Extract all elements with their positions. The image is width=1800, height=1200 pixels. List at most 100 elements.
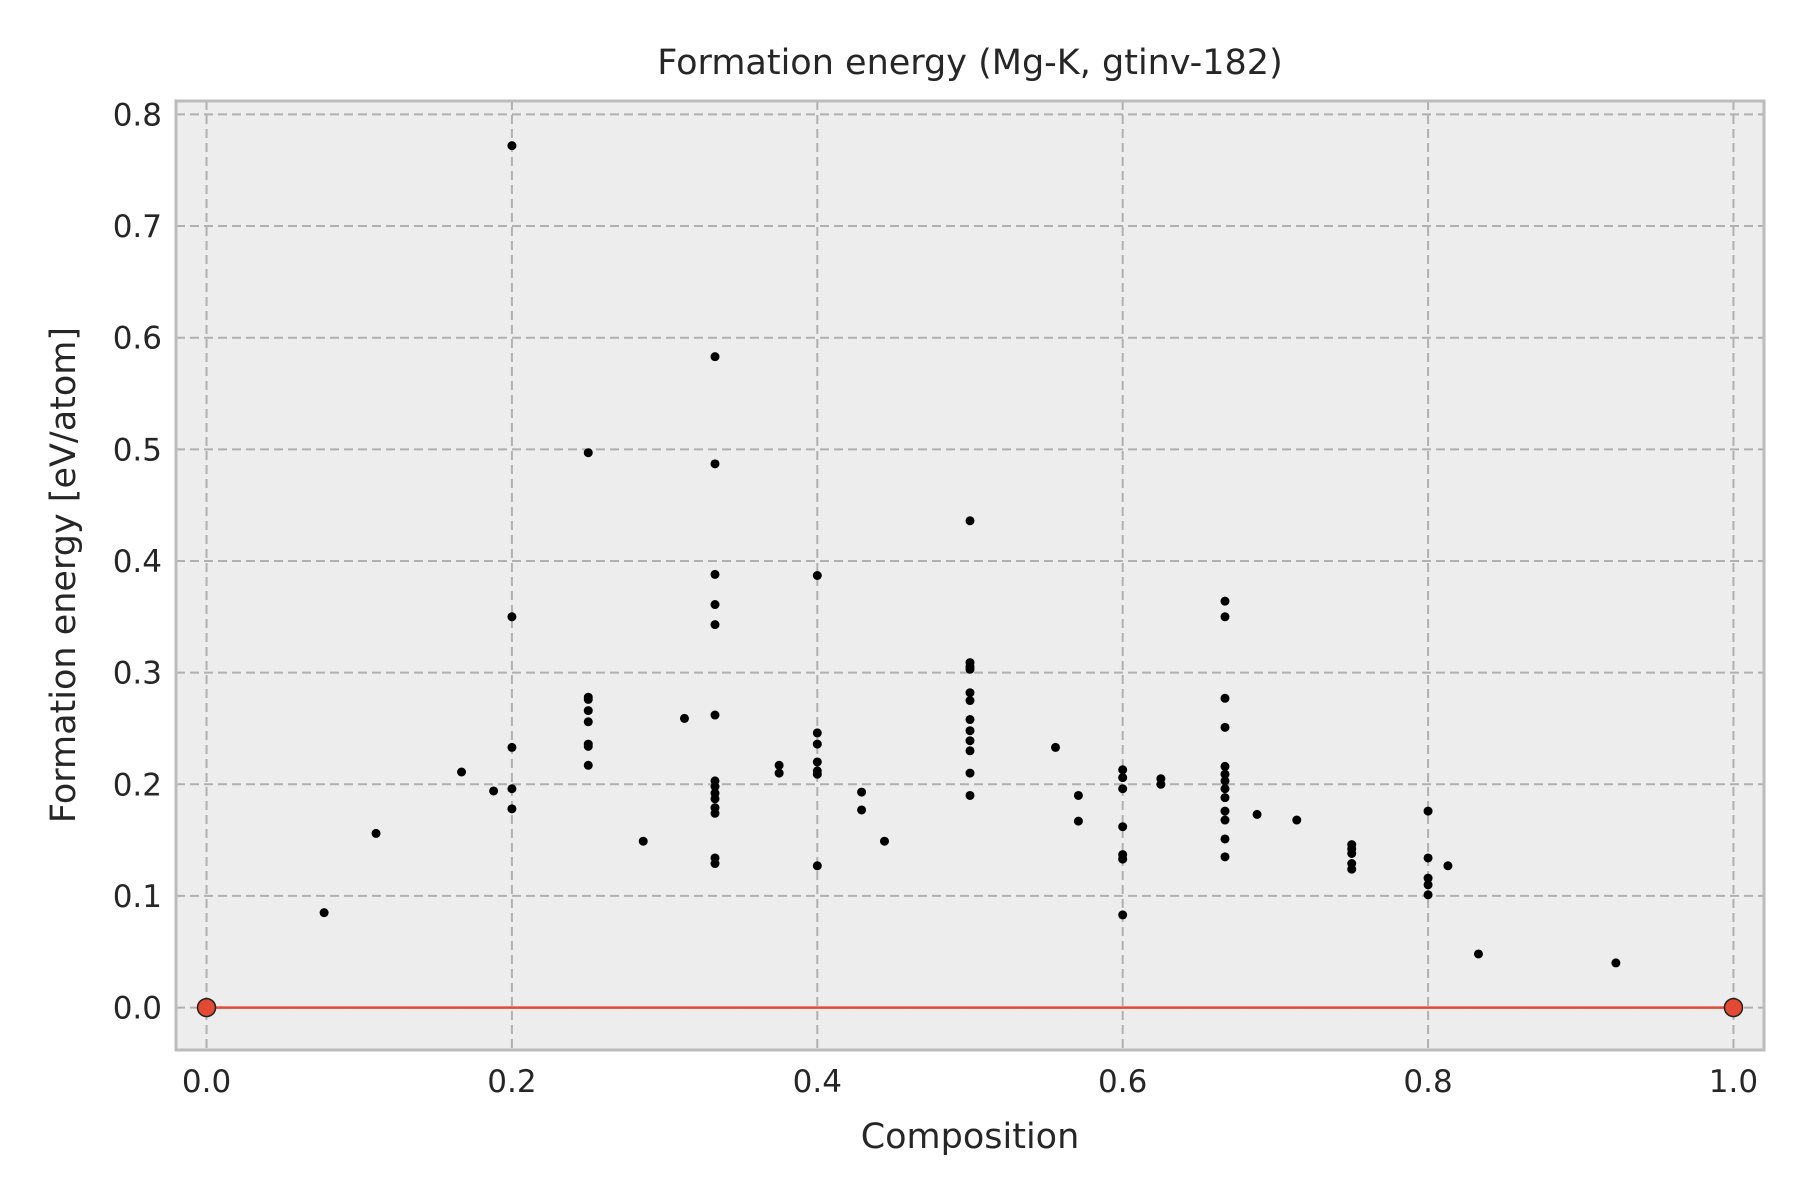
y-tick-label: 0.4 — [113, 544, 162, 580]
data-point — [710, 459, 720, 469]
data-point — [965, 736, 975, 746]
data-point — [965, 768, 975, 778]
data-point — [489, 786, 499, 796]
data-point — [1347, 864, 1357, 874]
data-point — [1423, 880, 1433, 890]
data-point — [965, 516, 975, 526]
y-tick-label: 0.3 — [113, 656, 162, 692]
data-point — [583, 741, 593, 751]
data-point — [1220, 596, 1230, 606]
data-point — [1220, 834, 1230, 844]
data-point — [774, 768, 784, 778]
data-point — [1220, 612, 1230, 622]
data-point — [812, 739, 822, 749]
data-point — [1220, 722, 1230, 732]
data-point — [1220, 761, 1230, 771]
data-point — [371, 828, 381, 838]
data-point — [457, 767, 467, 777]
data-point — [1220, 815, 1230, 825]
data-point — [710, 794, 720, 804]
data-point — [965, 664, 975, 674]
plot-frame — [174, 99, 1766, 1052]
y-tick-label: 0.1 — [113, 879, 162, 915]
data-point — [1118, 784, 1128, 794]
data-point — [965, 726, 975, 736]
x-tick-label: 0.4 — [793, 1064, 842, 1100]
data-point — [1423, 853, 1433, 863]
data-point — [1220, 693, 1230, 703]
data-point — [965, 790, 975, 800]
data-point — [507, 784, 517, 794]
y-tick-label: 0.2 — [113, 767, 162, 803]
data-point — [1423, 873, 1433, 883]
x-tick-label: 0.6 — [1098, 1064, 1147, 1100]
data-point — [1220, 852, 1230, 862]
x-tick-label: 0.8 — [1403, 1064, 1452, 1100]
plot-area — [176, 101, 1764, 1050]
data-point — [507, 141, 517, 151]
x-axis-label: Composition — [861, 1117, 1080, 1157]
data-point — [1051, 742, 1061, 752]
y-axis-label: Formation energy [eV/atom] — [44, 327, 84, 823]
convex-hull — [196, 997, 1744, 1018]
data-point — [965, 688, 975, 698]
x-tick-labels: 0.0 0.2 0.4 0.6 0.8 1.0 — [182, 1064, 1758, 1100]
data-point — [965, 715, 975, 725]
data-point — [1220, 769, 1230, 779]
data-point — [1220, 776, 1230, 786]
data-point — [710, 859, 720, 869]
data-point — [812, 861, 822, 871]
data-point — [857, 805, 867, 815]
data-point — [679, 713, 689, 723]
data-point — [812, 728, 822, 738]
data-point — [1118, 854, 1128, 864]
data-point — [710, 352, 720, 362]
y-tick-label: 0.8 — [113, 97, 162, 133]
y-tick-labels: 0.0 0.1 0.2 0.3 0.4 0.5 0.6 0.7 0.8 — [113, 97, 162, 1026]
data-point — [774, 760, 784, 770]
data-point — [583, 760, 593, 770]
data-point — [1292, 815, 1302, 825]
data-point — [812, 769, 822, 779]
data-point — [1156, 779, 1166, 789]
data-point — [1118, 765, 1128, 775]
data-point — [1252, 809, 1262, 819]
data-point — [857, 787, 867, 797]
data-point — [710, 569, 720, 579]
data-point — [1473, 949, 1483, 959]
data-point — [710, 808, 720, 818]
data-point — [507, 742, 517, 752]
data-point — [1347, 849, 1357, 859]
data-point — [507, 612, 517, 622]
hull-point — [196, 997, 217, 1018]
data-point — [583, 717, 593, 727]
data-point — [1073, 790, 1083, 800]
data-point — [1423, 890, 1433, 900]
data-point — [583, 448, 593, 458]
data-point — [812, 571, 822, 580]
data-point — [710, 600, 720, 610]
data-point — [319, 908, 329, 918]
data-point — [583, 694, 593, 704]
data-point — [583, 706, 593, 716]
data-point — [1118, 910, 1128, 920]
data-point — [812, 757, 822, 767]
y-tick-label: 0.0 — [113, 991, 162, 1027]
data-point — [1443, 861, 1453, 871]
data-point — [879, 836, 889, 846]
data-point — [965, 696, 975, 706]
data-point — [710, 710, 720, 720]
y-tick-label: 0.7 — [113, 209, 162, 245]
chart-title: Formation energy (Mg-K, gtinv-182) — [657, 43, 1282, 83]
data-point — [710, 620, 720, 630]
data-points — [319, 141, 1621, 968]
hull-point — [1723, 997, 1744, 1018]
data-point — [1423, 806, 1433, 816]
x-tick-label: 0.0 — [182, 1064, 231, 1100]
data-point — [1220, 806, 1230, 816]
data-point — [965, 746, 975, 756]
data-point — [1220, 793, 1230, 803]
data-point — [710, 782, 720, 792]
data-point — [638, 836, 648, 846]
data-point — [1073, 816, 1083, 826]
